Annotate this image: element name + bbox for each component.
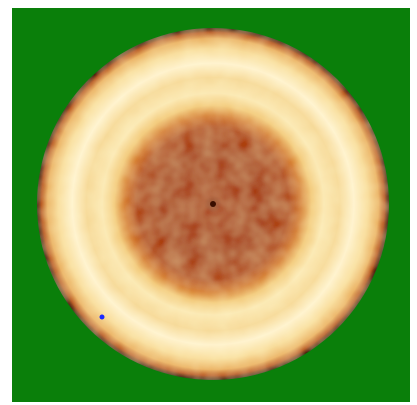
center-dot: [210, 201, 216, 207]
marker-dot: [99, 314, 105, 320]
